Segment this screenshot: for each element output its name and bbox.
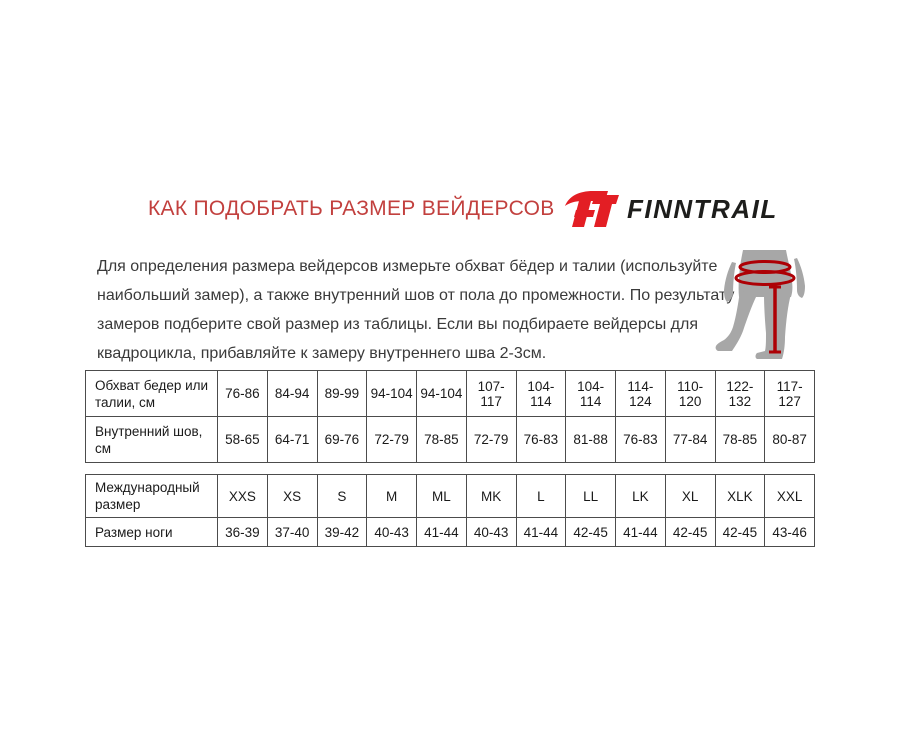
value-cell: MK — [465, 474, 517, 518]
value-cell: 104-114 — [565, 370, 616, 417]
value-cell: 78-85 — [416, 416, 467, 463]
intro-line: замеров подберите свой размер из таблицы… — [97, 316, 698, 333]
value-cell: ML — [416, 474, 467, 518]
brand-name: FINNTRAIL — [627, 193, 778, 224]
value-cell: 41-44 — [515, 517, 567, 547]
intro-text: Для определения размера вейдерсов измерь… — [97, 252, 735, 368]
value-cell: 43-46 — [764, 517, 815, 547]
value-cell: XXL — [764, 474, 815, 518]
intro-line: наибольший замер), а также внутренний шо… — [97, 287, 735, 304]
value-cell: 81-88 — [565, 416, 616, 463]
measurement-figure — [715, 250, 805, 359]
value-cell: L — [515, 474, 567, 518]
row-label: Внутренний шов, см — [85, 416, 218, 463]
value-cell: S — [316, 474, 368, 518]
value-cell: XS — [266, 474, 318, 518]
value-cell: XL — [664, 474, 716, 518]
size-table-sizes: Международный размер XXS XS S M ML MK L LL LK XL XL… — [85, 474, 815, 547]
table-row: Размер ноги 36-39 37-40 39-42 40-43 41-44 40-4… — [85, 517, 815, 547]
value-cell: 69-76 — [316, 416, 368, 463]
value-cell: 58-65 — [217, 416, 268, 463]
row-label: Международный размер — [85, 474, 218, 518]
value-cell: 42-45 — [714, 517, 766, 547]
value-cell: 76-86 — [217, 370, 268, 417]
value-cell: 37-40 — [266, 517, 318, 547]
value-cell: 72-79 — [465, 416, 517, 463]
table-row: Обхват бедер или талии, см 76-86 84-94 89-9… — [85, 370, 815, 417]
page-title: КАК ПОДОБРАТЬ РАЗМЕР ВЕЙДЕРСОВ — [148, 197, 555, 220]
value-cell: 40-43 — [465, 517, 517, 547]
value-cell: 94-104 — [366, 370, 417, 417]
value-cell: 42-45 — [664, 517, 716, 547]
value-cell: 41-44 — [416, 517, 467, 547]
value-cell: 40-43 — [366, 517, 417, 547]
value-cell: 41-44 — [615, 517, 666, 547]
figure-silhouette — [715, 250, 805, 359]
value-cell: 104-114 — [515, 370, 567, 417]
value-cell: 72-79 — [366, 416, 417, 463]
row-label: Размер ноги — [85, 517, 218, 547]
value-cell: 36-39 — [217, 517, 268, 547]
value-cell: 76-83 — [515, 416, 567, 463]
intro-line: Для определения размера вейдерсов измерь… — [97, 258, 718, 275]
value-cell: LK — [615, 474, 666, 518]
value-cell: M — [366, 474, 417, 518]
finntrail-monogram-icon — [565, 191, 619, 227]
brand-logo: FINNTRAIL — [563, 190, 778, 228]
value-cell: 110-120 — [664, 370, 716, 417]
value-cell: 42-45 — [565, 517, 616, 547]
value-cell: 107-117 — [465, 370, 517, 417]
value-cell: 77-84 — [664, 416, 716, 463]
hip-measure-ellipse — [734, 270, 796, 286]
value-cell: 94-104 — [416, 370, 467, 417]
value-cell: 84-94 — [266, 370, 318, 417]
value-cell: XXS — [217, 474, 268, 518]
table-row: Международный размер XXS XS S M ML MK L LL LK XL XL… — [85, 474, 815, 518]
value-cell: 76-83 — [615, 416, 666, 463]
size-table-measurements: Обхват бедер или талии, см 76-86 84-94 89-9… — [85, 370, 815, 463]
intro-line: квадроцикла, прибавляйте к замеру внутре… — [97, 345, 547, 362]
row-label: Обхват бедер или талии, см — [85, 370, 218, 417]
figure-measurements — [734, 260, 796, 354]
value-cell: 39-42 — [316, 517, 368, 547]
value-cell: 78-85 — [714, 416, 766, 463]
table-row: Внутренний шов, см 58-65 64-71 69-76 72-79 78… — [85, 416, 815, 463]
value-cell: 114-124 — [615, 370, 666, 417]
value-cell: XLK — [714, 474, 766, 518]
value-cell: 122-132 — [714, 370, 766, 417]
value-cell: 64-71 — [266, 416, 318, 463]
value-cell: 89-99 — [316, 370, 368, 417]
value-cell: 80-87 — [764, 416, 815, 463]
value-cell: 117-127 — [764, 370, 815, 417]
value-cell: LL — [565, 474, 616, 518]
